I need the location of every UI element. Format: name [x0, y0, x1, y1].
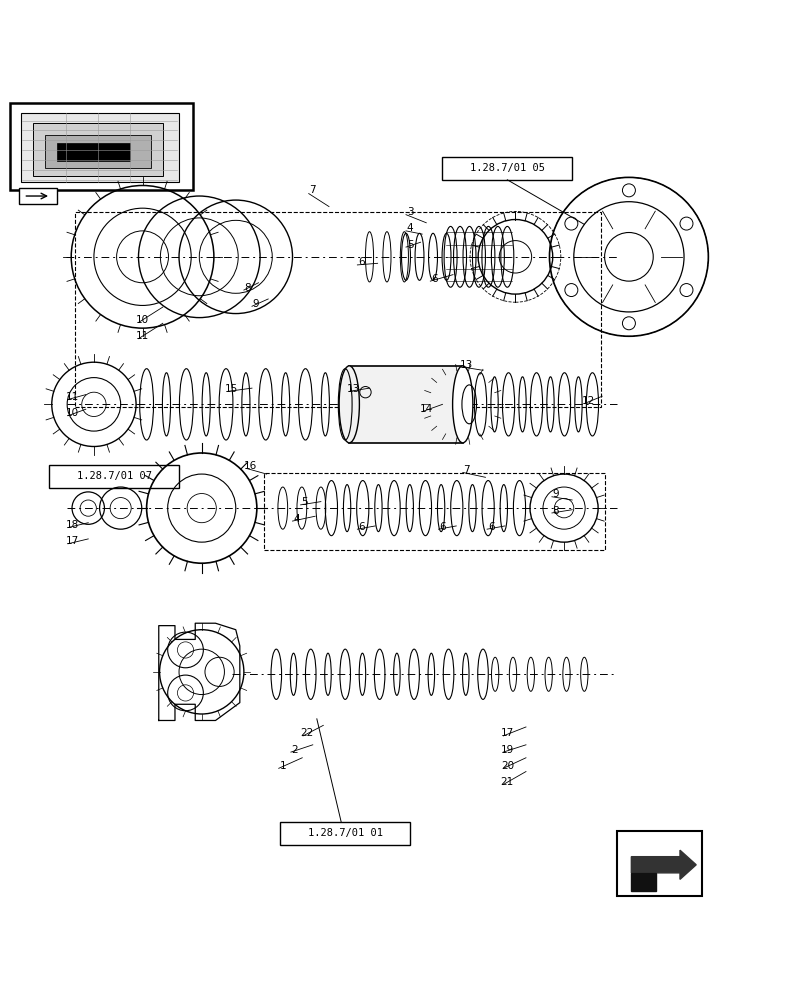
- Polygon shape: [631, 850, 695, 879]
- Bar: [349, 366, 462, 443]
- Bar: [280, 822, 410, 845]
- Bar: [58, 143, 131, 161]
- Text: 5: 5: [301, 497, 307, 507]
- Text: 4: 4: [406, 223, 413, 233]
- Text: 5: 5: [406, 240, 413, 250]
- Text: 18: 18: [66, 520, 79, 530]
- Bar: [616, 831, 701, 896]
- Text: 7: 7: [309, 185, 315, 195]
- Text: 8: 8: [552, 506, 559, 516]
- Bar: [19, 188, 58, 204]
- Bar: [21, 113, 178, 182]
- Text: 9: 9: [552, 489, 559, 499]
- Ellipse shape: [339, 366, 359, 443]
- Text: 16: 16: [243, 461, 256, 471]
- Text: 11: 11: [135, 331, 149, 341]
- Text: 12: 12: [581, 396, 594, 406]
- Text: 9: 9: [252, 299, 259, 309]
- Text: 1: 1: [279, 761, 285, 771]
- Text: 15: 15: [225, 384, 238, 394]
- Text: 6: 6: [439, 522, 445, 532]
- Text: 10: 10: [135, 315, 149, 325]
- Text: 19: 19: [500, 745, 513, 755]
- Text: 17: 17: [66, 536, 79, 546]
- Text: 22: 22: [300, 728, 313, 738]
- Bar: [45, 135, 151, 168]
- Ellipse shape: [452, 366, 472, 443]
- Text: 7: 7: [463, 465, 470, 475]
- Text: 20: 20: [500, 761, 513, 771]
- Text: 10: 10: [66, 408, 79, 418]
- Text: 13: 13: [460, 360, 473, 370]
- Bar: [49, 465, 178, 488]
- Text: 4: 4: [293, 514, 299, 524]
- Bar: [11, 103, 192, 190]
- Text: 14: 14: [419, 404, 432, 414]
- Text: 1.28.7/01 01: 1.28.7/01 01: [307, 828, 382, 838]
- Text: 1.28.7/01 07: 1.28.7/01 07: [76, 471, 152, 481]
- Text: 17: 17: [500, 728, 513, 738]
- Bar: [75, 212, 600, 407]
- Bar: [33, 123, 163, 176]
- Text: 11: 11: [66, 392, 79, 402]
- Text: 6: 6: [358, 522, 364, 532]
- Text: 1.28.7/01 05: 1.28.7/01 05: [470, 163, 544, 173]
- Bar: [264, 473, 604, 550]
- Text: 2: 2: [291, 745, 298, 755]
- Polygon shape: [631, 873, 654, 891]
- Text: 21: 21: [500, 777, 513, 787]
- Text: 13: 13: [346, 384, 359, 394]
- Text: 8: 8: [244, 283, 251, 293]
- Text: 6: 6: [431, 274, 437, 284]
- Text: 6: 6: [358, 257, 364, 267]
- Text: 6: 6: [487, 522, 494, 532]
- Text: 3: 3: [406, 207, 413, 217]
- Bar: [442, 157, 572, 180]
